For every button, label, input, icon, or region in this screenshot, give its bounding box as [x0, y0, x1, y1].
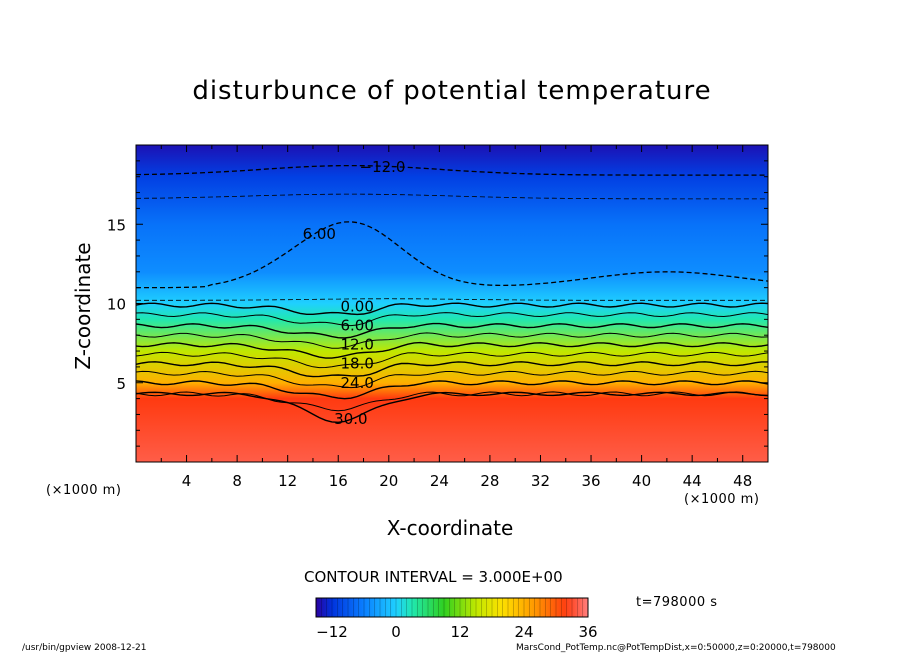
contour-line — [136, 341, 768, 359]
x-tick-label: 32 — [531, 472, 550, 490]
footer-left: /usr/bin/gpview 2008-12-21 — [22, 643, 147, 653]
contour-line — [136, 221, 768, 289]
y-unit-label: (×1000 m) — [46, 483, 122, 498]
colorbar-tick-label: −12 — [316, 623, 348, 641]
chart-title: disturbunce of potential temperature — [192, 76, 712, 106]
x-tick-label: 20 — [379, 472, 398, 490]
contour-label: 12.0 — [340, 336, 373, 354]
x-tick-label: 36 — [581, 472, 600, 490]
contour-line — [136, 370, 768, 389]
contour-line — [136, 361, 768, 378]
colorbar: −12 0 12 24 36 — [315, 597, 598, 641]
contour-line — [136, 380, 768, 400]
x-tick-label: 4 — [182, 472, 192, 490]
x-tick-label: 12 — [278, 472, 297, 490]
x-tick-label: 24 — [430, 472, 449, 490]
y-axis-label: Z-coordinate — [71, 242, 95, 370]
y-tick-label: 15 — [107, 216, 126, 234]
footer-right: MarsCond_PotTemp.nc@PotTempDist,x=0:5000… — [516, 643, 836, 653]
contour-label: 6.00 — [303, 225, 336, 243]
x-axis-label: X-coordinate — [386, 516, 514, 540]
contour-line — [136, 193, 768, 200]
x-tick-label: 44 — [683, 472, 702, 490]
contour-line — [136, 302, 768, 316]
contour-label: −12.0 — [359, 158, 405, 176]
y-tick-label: 5 — [116, 375, 126, 393]
contour-line — [136, 351, 768, 369]
x-tick-label: 40 — [632, 472, 651, 490]
x-tick-label: 28 — [480, 472, 499, 490]
x-axis: 4 8 12 16 20 24 28 32 36 40 44 48 — [160, 145, 752, 490]
contour-line — [136, 298, 768, 301]
colorbar-tick-label: 0 — [391, 623, 401, 641]
contour-line — [136, 312, 768, 327]
contour-line — [136, 391, 768, 424]
colorbar-tick-label: 36 — [578, 623, 597, 641]
x-tick-label: 48 — [733, 472, 752, 490]
contour-line — [136, 332, 768, 349]
contour-label: 24.0 — [340, 374, 373, 392]
y-tick-label: 10 — [107, 296, 126, 314]
colorbar-tick-label: 12 — [450, 623, 469, 641]
x-unit-label: (×1000 m) — [684, 492, 760, 507]
contour-line — [136, 322, 768, 339]
contour-lines — [136, 164, 768, 424]
contour-label: 18.0 — [340, 355, 373, 373]
contour-interval-text: CONTOUR INTERVAL = 3.000E+00 — [304, 568, 563, 586]
contour-label: 6.00 — [340, 317, 373, 335]
contour-label: 30.0 — [334, 410, 367, 428]
contour-line — [136, 164, 768, 176]
contour-label: 0.00 — [340, 298, 373, 316]
colorbar-tick-label: 24 — [514, 623, 533, 641]
y-axis: 5 10 15 — [107, 160, 768, 447]
x-tick-label: 8 — [232, 472, 242, 490]
x-tick-label: 16 — [329, 472, 348, 490]
time-text: t=798000 s — [636, 595, 718, 610]
